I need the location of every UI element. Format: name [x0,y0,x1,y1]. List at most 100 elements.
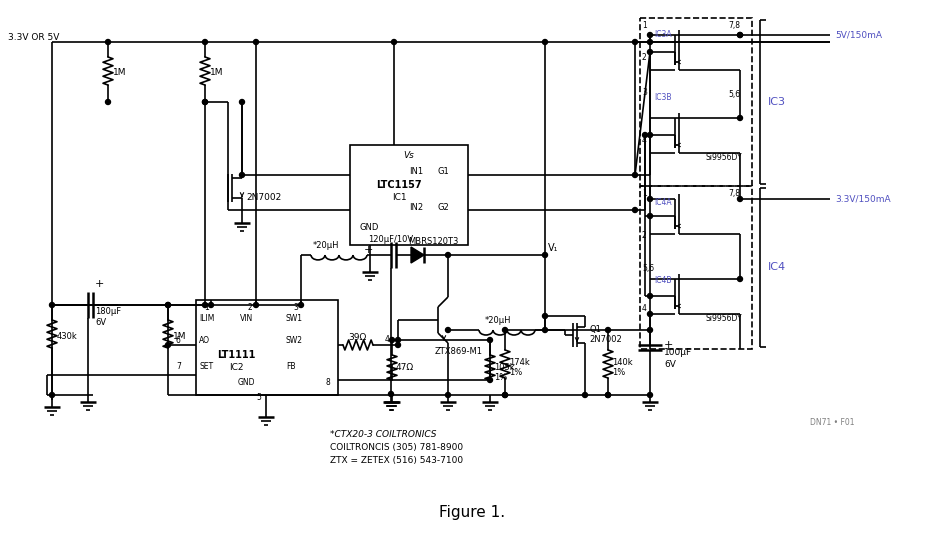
Text: *20μH: *20μH [485,316,512,325]
Bar [350,145,468,245]
Text: 5,6: 5,6 [642,264,654,273]
Circle shape [648,214,652,218]
Text: Si9956DY: Si9956DY [705,153,742,162]
Text: 7,8: 7,8 [728,189,740,198]
Text: 8: 8 [326,378,330,387]
Circle shape [390,337,395,342]
Text: 2N7002: 2N7002 [246,193,281,202]
Circle shape [106,99,110,105]
Text: MBRS120T3: MBRS120T3 [408,237,459,246]
Text: IC2: IC2 [228,363,244,372]
Text: AO: AO [199,336,210,345]
Circle shape [632,208,637,213]
Text: 174k: 174k [509,358,530,367]
Text: IC4B: IC4B [654,276,671,285]
Circle shape [502,392,508,397]
Text: 2N7002: 2N7002 [589,335,622,344]
Text: 7: 7 [176,362,181,371]
Text: 7,8: 7,8 [728,21,740,30]
Text: DN71 • F01: DN71 • F01 [810,418,854,427]
Text: 100μF: 100μF [664,348,692,357]
Text: 4: 4 [642,136,647,145]
Text: *20μH: *20μH [313,241,340,250]
Circle shape [165,302,171,308]
Text: *CTX20-3 COILTRONICS: *CTX20-3 COILTRONICS [330,430,436,439]
Circle shape [203,302,208,308]
Text: 2: 2 [248,303,253,312]
Circle shape [543,40,548,44]
Circle shape [632,172,637,177]
Circle shape [737,33,743,37]
Text: GND: GND [360,223,379,232]
Text: IC4A: IC4A [654,198,671,207]
Text: IN1: IN1 [409,167,423,176]
Circle shape [582,392,587,397]
Text: 6V: 6V [664,360,676,369]
Text: 1M: 1M [113,68,126,77]
Text: 140k: 140k [612,358,632,367]
Text: 5: 5 [256,393,261,402]
Circle shape [648,311,652,317]
Text: Si9956DY: Si9956DY [705,314,742,323]
Circle shape [543,253,548,257]
Circle shape [605,392,611,397]
Text: SW1: SW1 [286,314,303,323]
Circle shape [502,392,508,397]
Circle shape [396,342,400,348]
Circle shape [254,40,259,44]
Text: COILTRONCIS (305) 781-8900: COILTRONCIS (305) 781-8900 [330,443,464,452]
Text: 4: 4 [642,304,647,313]
Text: Vs: Vs [404,151,414,160]
Text: IC3: IC3 [768,97,786,107]
Text: 3.3V OR 5V: 3.3V OR 5V [8,34,59,43]
Circle shape [648,40,652,44]
Text: 39Ω: 39Ω [348,333,366,342]
Text: ZTX869-M1: ZTX869-M1 [435,347,483,356]
Circle shape [240,99,244,105]
Text: 47Ω: 47Ω [396,363,414,372]
Circle shape [543,327,548,333]
Text: 1: 1 [204,303,209,312]
Text: 1: 1 [642,21,647,30]
Circle shape [632,40,637,44]
Text: 1%: 1% [509,368,522,377]
Text: +: + [95,279,105,289]
Text: 2: 2 [642,231,647,240]
Circle shape [396,337,400,342]
Circle shape [203,40,208,44]
Circle shape [737,33,743,37]
Text: 105k: 105k [494,363,514,372]
Text: 1M: 1M [210,68,224,77]
Text: GND: GND [237,378,255,387]
Text: +: + [364,245,374,255]
Polygon shape [411,247,424,263]
Text: IC3A: IC3A [654,30,671,39]
Circle shape [648,327,652,333]
Text: 4: 4 [385,335,390,344]
Text: 6: 6 [176,336,181,345]
Text: G2: G2 [438,203,449,212]
Text: 1%: 1% [494,373,507,382]
Circle shape [209,302,213,308]
Circle shape [543,313,548,318]
Text: VIN: VIN [240,314,253,323]
Circle shape [446,392,450,397]
Text: ILIM: ILIM [199,314,214,323]
Circle shape [446,327,450,333]
Text: 1%: 1% [612,368,625,377]
Text: IN2: IN2 [409,203,423,212]
Text: 180μF: 180μF [95,307,121,316]
Circle shape [648,50,652,54]
Circle shape [106,40,110,44]
Text: 5,6: 5,6 [728,90,740,99]
Text: 6V: 6V [95,318,106,327]
Circle shape [487,337,493,342]
Circle shape [165,302,171,308]
Circle shape [165,342,171,348]
Text: Q1: Q1 [589,325,601,334]
Text: G1: G1 [438,167,449,176]
Circle shape [298,302,304,308]
Circle shape [203,99,208,105]
Text: +: + [664,340,673,350]
Text: 3: 3 [293,303,298,312]
